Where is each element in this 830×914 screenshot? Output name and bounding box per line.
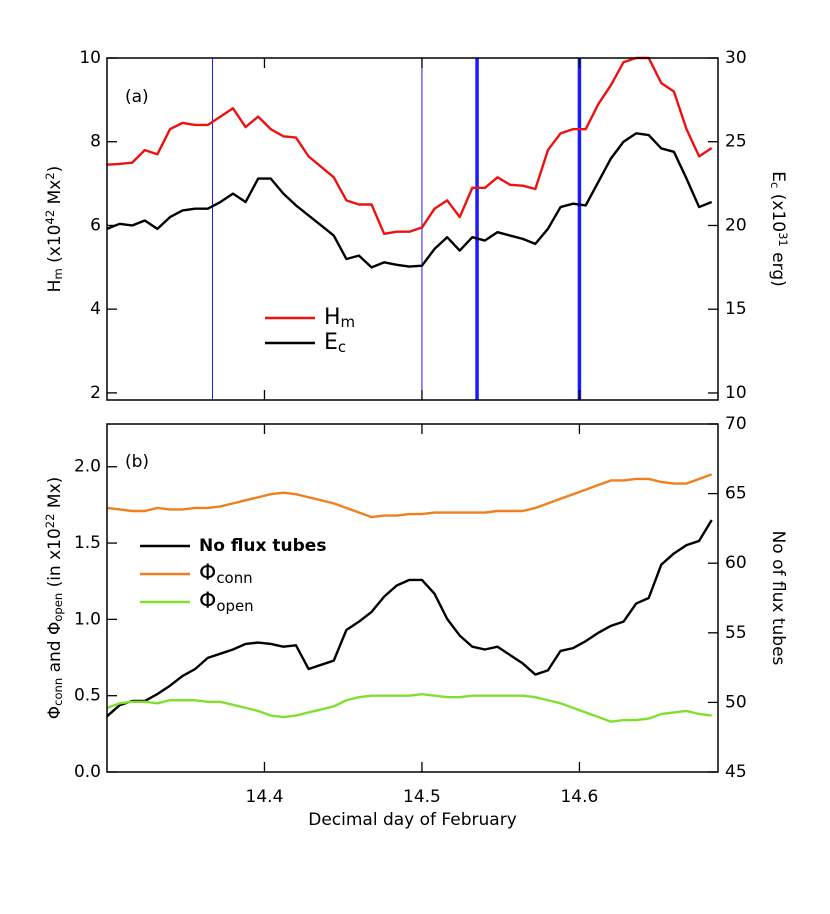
legend-label-part: c bbox=[338, 338, 346, 356]
y-axis-title-part: (x10 bbox=[45, 225, 65, 269]
legend-label-part: H bbox=[324, 305, 341, 330]
y2-tick-label: 20 bbox=[725, 215, 747, 235]
y-tick-label: 0.0 bbox=[74, 762, 101, 782]
y-axis-title-part: 22 bbox=[43, 513, 57, 528]
y-axis-title: Φconn and Φopen (in x1022 Mx) bbox=[43, 477, 65, 720]
y2-tick-label: 50 bbox=[725, 692, 747, 712]
y-axis-title-part: (in x10 bbox=[45, 528, 65, 593]
y-tick-label: 8 bbox=[90, 132, 101, 152]
y2-axis-title-part: c bbox=[768, 182, 782, 188]
x-axis-title: Decimal day of February bbox=[308, 810, 517, 830]
y-axis-title-part: open bbox=[51, 593, 65, 622]
y-tick-label: 2.0 bbox=[74, 457, 101, 477]
series-line bbox=[106, 56, 713, 236]
y2-tick-label: 60 bbox=[725, 553, 747, 573]
y-axis-title: Hm (x1042 Mx2) bbox=[43, 166, 65, 293]
y2-tick-label: 15 bbox=[725, 299, 747, 319]
legend-label-part: conn bbox=[216, 569, 252, 587]
y2-axis-title: No of flux tubes bbox=[768, 531, 788, 666]
y-tick-label: 6 bbox=[90, 215, 101, 235]
y-tick-label: 4 bbox=[90, 299, 101, 319]
y2-tick-label: 25 bbox=[725, 132, 747, 152]
y2-axis-title: Ec (x1031 erg) bbox=[768, 171, 790, 287]
legend-label: Hm bbox=[324, 305, 355, 331]
plot-frame bbox=[106, 57, 719, 401]
y-axis-title-part: Φ bbox=[45, 706, 65, 719]
y2-axis-title-part: erg) bbox=[768, 247, 788, 287]
legend-label-part: m bbox=[341, 313, 356, 331]
y-axis-title-part: 2 bbox=[43, 172, 57, 179]
y2-axis-title-part: 31 bbox=[776, 232, 790, 247]
y-tick-label: 1.5 bbox=[74, 533, 101, 553]
legend-label-part: Φ bbox=[199, 561, 216, 586]
x-tick-label: 14.6 bbox=[560, 787, 598, 807]
series-line bbox=[106, 692, 712, 723]
panel-label: (a) bbox=[125, 87, 149, 107]
panel-label: (b) bbox=[125, 452, 149, 472]
y-axis-title-part: ) bbox=[45, 166, 65, 173]
y2-tick-label: 65 bbox=[725, 484, 747, 504]
y-axis-title-part: Mx bbox=[45, 180, 65, 210]
y-axis-title-part: conn bbox=[51, 678, 65, 706]
y2-tick-label: 45 bbox=[725, 762, 747, 782]
y2-axis-title-part: (x10 bbox=[768, 188, 788, 232]
series-line bbox=[106, 519, 713, 718]
legend-label: Ec bbox=[324, 330, 346, 356]
legend-label: No flux tubes bbox=[199, 536, 326, 556]
y-tick-label: 1.0 bbox=[74, 609, 101, 629]
legend-label-part: Φ bbox=[199, 589, 216, 614]
y-axis-title-part: H bbox=[45, 280, 65, 293]
y2-tick-label: 10 bbox=[725, 383, 747, 403]
y-axis-title-part: m bbox=[51, 268, 65, 279]
y-axis-title-part: 42 bbox=[43, 210, 57, 225]
legend-label-part: E bbox=[324, 330, 338, 355]
series-line bbox=[106, 132, 713, 269]
x-tick-label: 14.4 bbox=[246, 787, 284, 807]
y-axis-title-part: and Φ bbox=[45, 622, 65, 678]
y2-tick-label: 30 bbox=[725, 48, 747, 68]
x-tick-label: 14.5 bbox=[403, 787, 441, 807]
series-line bbox=[106, 473, 713, 519]
y2-tick-label: 70 bbox=[725, 414, 747, 434]
y-tick-label: 0.5 bbox=[74, 686, 101, 706]
legend-label-part: open bbox=[216, 597, 253, 615]
y-tick-label: 2 bbox=[90, 383, 101, 403]
y2-axis-title-part: E bbox=[768, 171, 788, 182]
legend-label: Φopen bbox=[199, 589, 254, 615]
legend-label-part: No flux tubes bbox=[199, 536, 326, 556]
y2-axis-title-part: No of flux tubes bbox=[768, 531, 788, 666]
legend-label: Φconn bbox=[199, 561, 253, 587]
y-axis-title-part: Mx) bbox=[45, 477, 65, 514]
y2-tick-label: 55 bbox=[725, 623, 747, 643]
y-tick-label: 10 bbox=[79, 48, 101, 68]
plot-frame bbox=[106, 423, 719, 773]
